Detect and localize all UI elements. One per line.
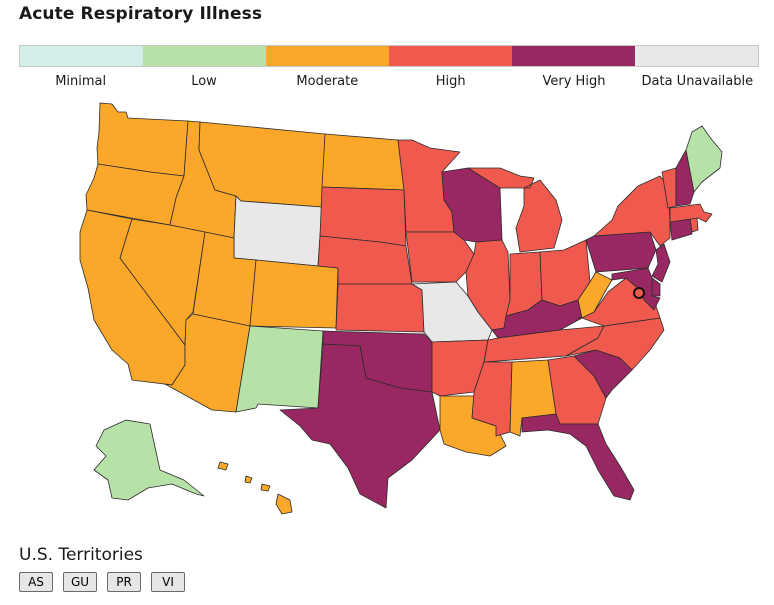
legend-swatch-moderate xyxy=(266,46,389,66)
territory-button-pr[interactable]: PR xyxy=(107,572,141,592)
territories-buttons: AS GU PR VI xyxy=(19,572,185,592)
state-nc[interactable] xyxy=(565,317,665,371)
state-tx[interactable] xyxy=(279,343,441,509)
legend-label-moderate: Moderate xyxy=(296,74,359,89)
legend-swatch-very-high xyxy=(512,46,635,66)
state-nj[interactable] xyxy=(651,243,671,283)
state-nd[interactable] xyxy=(321,133,405,191)
state-nh[interactable] xyxy=(675,149,695,207)
state-fl[interactable] xyxy=(521,413,635,501)
state-hi[interactable] xyxy=(217,461,293,515)
legend-label-high: High xyxy=(435,74,466,89)
legend-swatch-minimal xyxy=(20,46,143,66)
state-dc[interactable] xyxy=(633,287,645,299)
legend-label-minimal: Minimal xyxy=(55,74,107,89)
legend-swatch-low xyxy=(143,46,266,66)
legend-label-low: Low xyxy=(191,74,217,89)
state-wa[interactable] xyxy=(96,102,189,177)
state-pa[interactable] xyxy=(585,231,657,273)
legend-color-bar xyxy=(19,45,759,67)
territory-button-as[interactable]: AS xyxy=(19,572,53,592)
state-nv[interactable] xyxy=(119,218,206,346)
state-me[interactable] xyxy=(685,125,723,193)
state-co[interactable] xyxy=(249,259,339,329)
legend-swatch-data-unavailable xyxy=(635,46,758,66)
state-ak[interactable] xyxy=(93,419,205,501)
territories-title: U.S. Territories xyxy=(19,545,143,565)
state-wy[interactable] xyxy=(233,195,323,267)
territory-button-vi[interactable]: VI xyxy=(151,572,185,592)
state-md[interactable] xyxy=(611,267,661,311)
page-title: Acute Respiratory Illness xyxy=(19,4,263,24)
state-ma[interactable] xyxy=(669,203,713,223)
legend-label-very-high: Very High xyxy=(542,74,606,89)
us-state-map xyxy=(0,100,774,524)
state-mi[interactable] xyxy=(467,167,563,253)
state-de[interactable] xyxy=(651,277,661,297)
legend-swatch-high xyxy=(389,46,512,66)
state-wv[interactable] xyxy=(577,271,613,319)
state-ks[interactable] xyxy=(335,283,425,333)
legend-labels: Minimal Low Moderate High Very High Data… xyxy=(19,74,759,89)
legend-label-data-unavailable: Data Unavailable xyxy=(641,74,754,89)
state-mo[interactable] xyxy=(411,281,493,343)
state-nm[interactable] xyxy=(235,325,324,413)
territory-button-gu[interactable]: GU xyxy=(63,572,97,592)
